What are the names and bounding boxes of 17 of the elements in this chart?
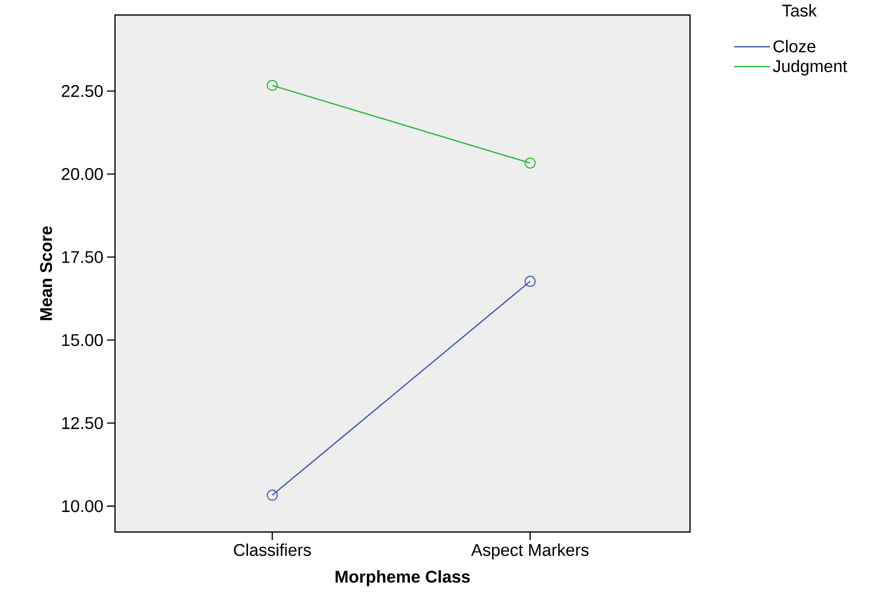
y-tick-label: 22.50 (62, 85, 103, 98)
x-tick-label: Aspect Markers (471, 544, 589, 560)
y-tick-label: 10.00 (62, 500, 103, 512)
point (266, 80, 278, 91)
y-tick-label: 17.50 (62, 251, 103, 264)
y-tick-label: 20.00 (62, 168, 103, 180)
y-tick-label: 15.00 (62, 334, 103, 346)
legend-label: Cloze (774, 40, 816, 52)
legend-title: Task (782, 4, 817, 17)
x-axis-title: Morpheme Class (336, 570, 470, 586)
x-tick-label: Classifiers (234, 544, 311, 556)
point (524, 276, 536, 287)
point (266, 490, 278, 501)
point (524, 158, 536, 169)
y-axis-title: Mean Score (40, 226, 52, 320)
y-tick-label: 12.50 (62, 417, 103, 430)
legend-label: Judgment (772, 60, 848, 76)
